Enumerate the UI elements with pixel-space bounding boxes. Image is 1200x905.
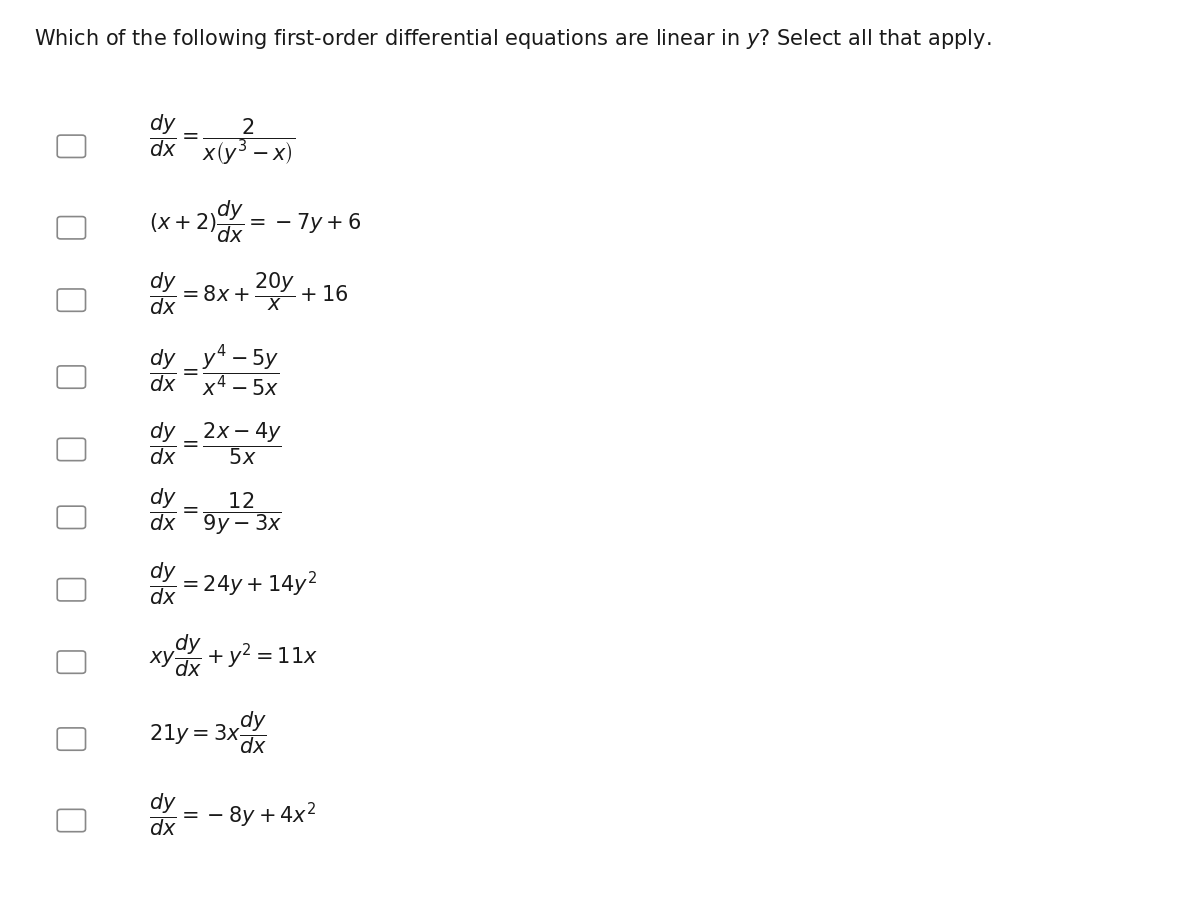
Text: $\dfrac{dy}{dx} = -8y + 4x^2$: $\dfrac{dy}{dx} = -8y + 4x^2$ [149,791,316,838]
Text: $\dfrac{dy}{dx} = 8x + \dfrac{20y}{x} + 16$: $\dfrac{dy}{dx} = 8x + \dfrac{20y}{x} + … [149,271,348,318]
Text: Which of the following first-order differential equations are linear in $y$? Sel: Which of the following first-order diffe… [35,27,991,52]
FancyBboxPatch shape [58,135,85,157]
FancyBboxPatch shape [58,651,85,673]
Text: $(x + 2)\dfrac{dy}{dx} = -7y + 6$: $(x + 2)\dfrac{dy}{dx} = -7y + 6$ [149,198,361,245]
FancyBboxPatch shape [58,728,85,750]
Text: $xy\dfrac{dy}{dx} + y^2 = 11x$: $xy\dfrac{dy}{dx} + y^2 = 11x$ [149,633,318,680]
Text: $\dfrac{dy}{dx} = 24y + 14y^2$: $\dfrac{dy}{dx} = 24y + 14y^2$ [149,560,317,607]
FancyBboxPatch shape [58,366,85,388]
FancyBboxPatch shape [58,506,85,529]
Text: $21y = 3x\dfrac{dy}{dx}$: $21y = 3x\dfrac{dy}{dx}$ [149,710,266,757]
Text: $\dfrac{dy}{dx} = \dfrac{2}{x\left(y^3 - x\right)}$: $\dfrac{dy}{dx} = \dfrac{2}{x\left(y^3 -… [149,113,295,167]
FancyBboxPatch shape [58,809,85,832]
FancyBboxPatch shape [58,438,85,461]
Text: $\dfrac{dy}{dx} = \dfrac{y^4 - 5y}{x^4 - 5x}$: $\dfrac{dy}{dx} = \dfrac{y^4 - 5y}{x^4 -… [149,343,280,399]
Text: $\dfrac{dy}{dx} = \dfrac{12}{9y - 3x}$: $\dfrac{dy}{dx} = \dfrac{12}{9y - 3x}$ [149,486,282,537]
FancyBboxPatch shape [58,289,85,311]
FancyBboxPatch shape [58,578,85,601]
Text: $\dfrac{dy}{dx} = \dfrac{2x - 4y}{5x}$: $\dfrac{dy}{dx} = \dfrac{2x - 4y}{5x}$ [149,420,282,467]
FancyBboxPatch shape [58,216,85,239]
